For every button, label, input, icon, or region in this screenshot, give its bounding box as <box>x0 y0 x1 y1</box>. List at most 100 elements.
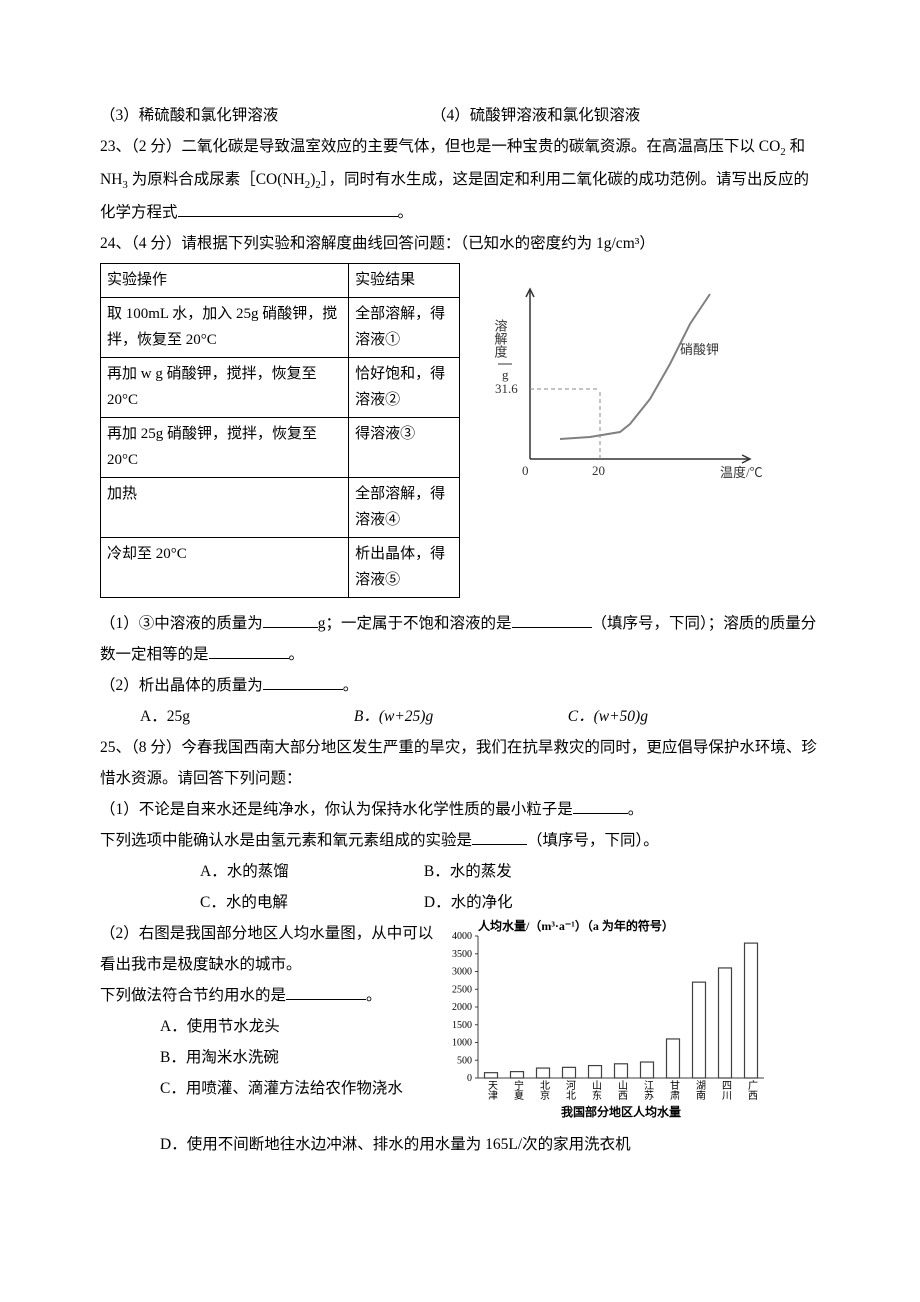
text: 。 <box>289 646 305 663</box>
table-cell: 再加 w g 硝酸钾，搅拌，恢复至 20°C <box>101 358 349 418</box>
opt-d: D．使用不间断地往水边冲淋、排水的用水量为 165L/次的家用洗衣机 <box>100 1129 820 1160</box>
opt-c: C．水的电解 <box>200 887 420 918</box>
svg-text:人均水量/（m³·a⁻¹）（a 为年的符号）: 人均水量/（m³·a⁻¹）（a 为年的符号） <box>478 918 674 933</box>
q25-p1-opts-row2: C．水的电解 D．水的净化 <box>100 887 820 918</box>
opt-b: B．水的蒸发 <box>424 863 512 880</box>
opt-d: D．水的净化 <box>424 894 513 911</box>
q24-sub2-options: A．25g B．(w+25)g C．(w+50)g <box>100 701 820 732</box>
svg-text:山东: 山东 <box>590 1080 602 1100</box>
svg-text:0: 0 <box>467 1073 472 1084</box>
text: 下列做法符合节约用水的是 <box>100 987 286 1004</box>
q22-opt4: （4）硫酸钾溶液和氯化钡溶液 <box>431 107 640 124</box>
q24-sub1: （1）③中溶液的质量为g；一定属于不饱和溶液的是（填序号，下同）；溶质的质量分数… <box>100 608 820 670</box>
opt-c: C．(w+50)g <box>568 701 718 732</box>
document-page: （3）稀硫酸和氯化钾溶液 （4）硫酸钾溶液和氯化钡溶液 23、（2 分）二氧化碳… <box>0 0 920 1220</box>
answer-blank[interactable] <box>263 674 343 691</box>
svg-text:溶解度: 溶解度 <box>493 319 508 358</box>
svg-text:我国部分地区人均水量: 我国部分地区人均水量 <box>561 1104 681 1118</box>
answer-blank[interactable] <box>209 643 289 660</box>
q25-p1-opts-row1: A．水的蒸馏 B．水的蒸发 <box>100 856 820 887</box>
q24-header: 24、（4 分）请根据下列实验和溶解度曲线回答问题：（已知水的密度约为 1g/c… <box>100 228 820 259</box>
opt-b: B．(w+25)g <box>354 701 504 732</box>
table-row: 冷却至 20°C 析出晶体，得溶液⑤ <box>101 538 460 598</box>
text: （1）不论是自来水还是纯净水，你认为保持水化学性质的最小粒子是 <box>100 801 573 818</box>
svg-text:2500: 2500 <box>452 984 472 995</box>
q24-row: 实验操作 实验结果 取 100mL 水，加入 25g 硝酸钾，搅拌，恢复至 20… <box>100 259 820 599</box>
opt-c: C．用喷灌、滴灌方法给农作物浇水 <box>160 1073 440 1104</box>
table-cell: 冷却至 20°C <box>101 538 349 598</box>
svg-text:湖南: 湖南 <box>694 1080 706 1100</box>
svg-text:山西: 山西 <box>616 1080 628 1100</box>
svg-text:4000: 4000 <box>452 931 472 942</box>
q25-p1: （1）不论是自来水还是纯净水，你认为保持水化学性质的最小粒子是 。 <box>100 794 820 825</box>
table-row: 取 100mL 水，加入 25g 硝酸钾，搅拌，恢复至 20°C 全部溶解，得溶… <box>101 298 460 358</box>
q25-p2b: 下列做法符合节约用水的是 。 <box>100 980 440 1011</box>
q25-p2-left: （2）右图是我国部分地区人均水量图，从中可以看出我市是极度缺水的城市。 下列做法… <box>100 918 440 1104</box>
svg-text:1500: 1500 <box>452 1020 472 1031</box>
table-row: 再加 25g 硝酸钾，搅拌，恢复至 20°C 得溶液③ <box>101 418 460 478</box>
opt-a: A．水的蒸馏 <box>200 856 420 887</box>
solubility-chart: 溶解度 g 硝酸钾 31.6 0 20 温度/℃ <box>480 279 780 510</box>
table-row: 再加 w g 硝酸钾，搅拌，恢复至 20°C 恰好饱和，得溶液② <box>101 358 460 418</box>
q24-sub2: （2）析出晶体的质量为 。 <box>100 670 820 701</box>
opt-a: A．25g <box>140 701 290 732</box>
svg-text:河北: 河北 <box>564 1080 576 1100</box>
table-cell: 加热 <box>101 478 349 538</box>
solubility-svg: 溶解度 g 硝酸钾 31.6 0 20 温度/℃ <box>480 279 780 499</box>
opt-b: B．用淘米水洗碗 <box>160 1042 440 1073</box>
answer-blank[interactable] <box>512 612 592 629</box>
q22-options-row: （3）稀硫酸和氯化钾溶液 （4）硫酸钾溶液和氯化钡溶液 <box>100 100 820 131</box>
svg-text:宁夏: 宁夏 <box>512 1079 524 1100</box>
text: g；一定属于不饱和溶液的是 <box>318 615 512 632</box>
table-cell: 全部溶解，得溶液④ <box>349 478 460 538</box>
table-cell: 得溶液③ <box>349 418 460 478</box>
text: （填序号，下同）。 <box>527 832 659 849</box>
table-row: 加热 全部溶解，得溶液④ <box>101 478 460 538</box>
q22-opt3: （3）稀硫酸和氯化钾溶液 <box>100 107 278 124</box>
q23-part-c: 为原料合成尿素［CO(NH <box>128 171 305 188</box>
svg-text:20: 20 <box>592 463 605 478</box>
text: 。 <box>366 987 382 1004</box>
svg-text:四川: 四川 <box>720 1080 732 1100</box>
table-header-res: 实验结果 <box>349 263 460 298</box>
answer-blank[interactable] <box>178 200 398 217</box>
svg-text:甘肃: 甘肃 <box>668 1079 680 1101</box>
answer-blank[interactable] <box>263 612 318 629</box>
table-row: 实验操作 实验结果 <box>101 263 460 298</box>
text: （1）③中溶液的质量为 <box>100 615 263 632</box>
table-cell: 析出晶体，得溶液⑤ <box>349 538 460 598</box>
text: 。 <box>343 677 359 694</box>
q25-p2-row: （2）右图是我国部分地区人均水量图，从中可以看出我市是极度缺水的城市。 下列做法… <box>100 918 820 1129</box>
svg-text:1000: 1000 <box>452 1038 472 1049</box>
q23-part-a: 23、（2 分）二氧化碳是导致温室效应的主要气体，但也是一种宝贵的碳氧资源。在高… <box>100 138 780 155</box>
table-cell: 再加 25g 硝酸钾，搅拌，恢复至 20°C <box>101 418 349 478</box>
q25-p2-opts: A．使用节水龙头 B．用淘米水洗碗 C．用喷灌、滴灌方法给农作物浇水 <box>100 1011 440 1104</box>
text: 。 <box>628 801 644 818</box>
table-cell: 取 100mL 水，加入 25g 硝酸钾，搅拌，恢复至 20°C <box>101 298 349 358</box>
svg-text:北京: 北京 <box>538 1080 550 1101</box>
svg-text:0: 0 <box>522 463 529 478</box>
table-cell: 全部溶解，得溶液① <box>349 298 460 358</box>
svg-text:g: g <box>502 367 509 382</box>
answer-blank[interactable] <box>286 984 366 1001</box>
q25-p1b: 下列选项中能确认水是由氢元素和氧元素组成的实验是 （填序号，下同）。 <box>100 825 820 856</box>
text: （2）析出晶体的质量为 <box>100 677 263 694</box>
water-bar-chart: 人均水量/（m³·a⁻¹）（a 为年的符号）050010001500200025… <box>440 918 770 1118</box>
table-cell: 恰好饱和，得溶液② <box>349 358 460 418</box>
q25-barchart-wrap: 人均水量/（m³·a⁻¹）（a 为年的符号）050010001500200025… <box>440 918 770 1129</box>
experiment-table: 实验操作 实验结果 取 100mL 水，加入 25g 硝酸钾，搅拌，恢复至 20… <box>100 263 460 599</box>
svg-text:广西: 广西 <box>746 1080 758 1100</box>
q23-text: 23、（2 分）二氧化碳是导致温室效应的主要气体，但也是一种宝贵的碳氧资源。在高… <box>100 131 820 228</box>
svg-text:硝酸钾: 硝酸钾 <box>680 342 719 357</box>
q25-header: 25、（8 分）今春我国西南大部分地区发生严重的旱灾，我们在抗旱救灾的同时，更应… <box>100 732 820 794</box>
svg-text:温度/℃: 温度/℃ <box>720 465 763 480</box>
svg-text:天津: 天津 <box>486 1080 498 1101</box>
answer-blank[interactable] <box>573 798 628 815</box>
opt-a: A．使用节水龙头 <box>160 1011 440 1042</box>
table-header-ops: 实验操作 <box>101 263 349 298</box>
svg-text:31.6: 31.6 <box>495 381 518 396</box>
svg-text:3000: 3000 <box>452 967 472 978</box>
svg-text:3500: 3500 <box>452 949 472 960</box>
text: 下列选项中能确认水是由氢元素和氧元素组成的实验是 <box>100 832 472 849</box>
answer-blank[interactable] <box>472 829 527 846</box>
